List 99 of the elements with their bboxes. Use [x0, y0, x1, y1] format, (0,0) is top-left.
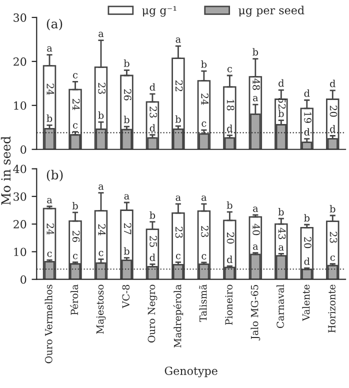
- x-tick-label: Madrepérola: [173, 284, 184, 348]
- data-label: b: [330, 204, 336, 213]
- x-tick-label: Jalo MG-65: [250, 284, 260, 340]
- chart-title: (b): [46, 170, 63, 182]
- data-label: b: [304, 214, 310, 222]
- y-tick-label: 10: [14, 248, 26, 256]
- x-tick-label: Pérola: [70, 284, 78, 315]
- annotation: 22: [176, 80, 183, 92]
- annotation: 40: [252, 224, 260, 236]
- data-label: d: [330, 125, 336, 133]
- data-label: d: [278, 79, 284, 87]
- data-label: d: [304, 128, 310, 136]
- data-label: b: [252, 48, 258, 56]
- y-tick-label: 40: [13, 164, 26, 174]
- annotation: 52: [278, 98, 286, 109]
- annotation: 25: [150, 236, 157, 247]
- data-label: b: [201, 60, 207, 68]
- data-label: c: [202, 254, 206, 260]
- annotation: 43: [278, 228, 286, 240]
- data-label: a: [176, 38, 181, 43]
- y-tick-label: 0: [20, 145, 26, 154]
- annotation: 18: [226, 100, 234, 110]
- data-label: b: [124, 247, 130, 255]
- data-label: c: [73, 123, 78, 129]
- data-label: d: [304, 258, 310, 266]
- data-label: a: [278, 245, 284, 251]
- annotation: 23: [150, 106, 157, 118]
- data-label: a: [202, 196, 207, 201]
- y-tick-label: 30: [14, 13, 26, 22]
- annotation: 27: [124, 223, 132, 234]
- y-tick-label: 10: [14, 101, 26, 110]
- data-label: d: [150, 83, 156, 91]
- data-label: d: [227, 124, 233, 132]
- data-label: b: [175, 115, 181, 123]
- x-axis-title: Genotype: [164, 366, 218, 378]
- x-tick-label: Talismã: [199, 284, 207, 322]
- data-label: c: [73, 73, 78, 78]
- annotation: 24: [46, 84, 54, 95]
- data-label: c: [47, 252, 52, 258]
- annotation: 24: [72, 98, 80, 110]
- annotation: 20: [330, 106, 338, 117]
- annotation: 23: [201, 226, 208, 237]
- x-tick-label: Carnaval: [276, 284, 284, 328]
- data-label: b: [150, 211, 156, 219]
- chart-title: (a): [46, 18, 62, 30]
- y-axis-title: Mo in seed: [0, 136, 11, 205]
- x-tick-label: Ouro Vermelhos: [44, 284, 52, 364]
- data-label: c: [73, 254, 78, 260]
- data-label: a: [124, 194, 130, 200]
- y-tick-label: 20: [14, 220, 26, 228]
- annotation: 19: [304, 112, 312, 123]
- data-label: b: [72, 202, 78, 210]
- data-label: d: [304, 89, 310, 97]
- data-label: c: [330, 256, 335, 261]
- annotation: 23: [330, 232, 338, 243]
- annotation: 23: [98, 82, 106, 94]
- y-tick-label: 20: [14, 57, 26, 66]
- x-tick-label: Valente: [302, 284, 310, 322]
- legend-label: μg per seed: [238, 6, 304, 17]
- data-label: d: [227, 256, 233, 264]
- data-label: b: [124, 60, 130, 68]
- annotation: 26: [72, 230, 80, 242]
- data-label: a: [47, 198, 52, 204]
- data-label: d: [150, 254, 156, 262]
- annotation: 24: [46, 224, 54, 235]
- x-tick-label: Ouro Negro: [148, 284, 158, 342]
- annotation: 20: [226, 232, 234, 244]
- data-label: b: [278, 208, 284, 216]
- data-label: a: [253, 206, 258, 212]
- data-label: a: [98, 32, 104, 38]
- data-label: a: [253, 96, 258, 102]
- data-label: a: [98, 184, 104, 190]
- annotation: 26: [124, 89, 132, 100]
- data-label: d: [150, 124, 156, 132]
- data-label: a: [47, 46, 52, 52]
- data-label: d: [330, 80, 336, 88]
- data-label: a: [253, 244, 258, 250]
- data-label: b: [46, 114, 52, 122]
- data-label: c: [202, 122, 206, 127]
- annotation: 24: [98, 224, 106, 236]
- data-label: c: [227, 66, 232, 72]
- data-label: b: [226, 201, 232, 209]
- data-label: c: [176, 254, 180, 260]
- legend-label: μg g⁻¹: [142, 6, 176, 17]
- y-tick-label: 0: [20, 275, 26, 284]
- y-tick-label: 30: [14, 192, 26, 201]
- annotation: 48: [252, 78, 260, 90]
- annotation: 20: [304, 237, 312, 248]
- data-label: b: [98, 111, 104, 119]
- data-label: b: [278, 110, 284, 118]
- x-tick-label: VC-8: [122, 284, 130, 308]
- data-label: b: [124, 116, 130, 124]
- annotation: 23: [175, 226, 183, 238]
- data-label: a: [176, 196, 181, 201]
- annotation: 24: [201, 94, 208, 105]
- x-tick-label: Horizonte: [328, 284, 336, 333]
- x-tick-label: Majestoso: [96, 284, 106, 334]
- x-tick-label: Pioneiro: [225, 284, 233, 325]
- data-label: c: [98, 250, 104, 256]
